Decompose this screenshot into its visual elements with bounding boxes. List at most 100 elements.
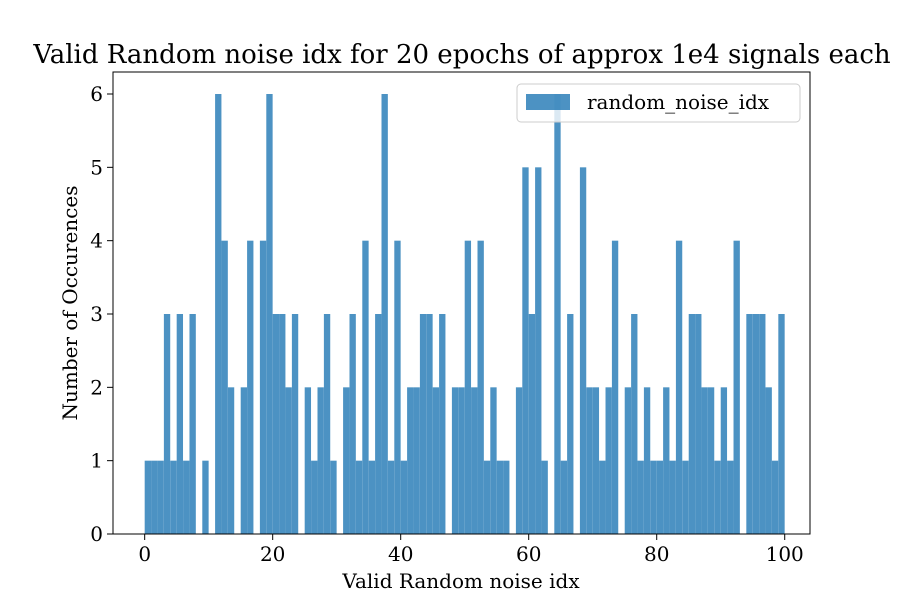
histogram-bar — [144, 460, 152, 534]
histogram-bar — [311, 460, 318, 534]
plot-frame — [112, 71, 811, 535]
histogram-bar — [215, 94, 222, 534]
histogram-bar — [727, 460, 734, 534]
histogram-bar — [637, 460, 644, 534]
x-tick-label: 0 — [138, 542, 151, 566]
histogram-bar — [656, 460, 664, 534]
histogram-bar — [407, 387, 414, 534]
histogram-bar — [605, 387, 612, 534]
histogram-bar — [381, 94, 388, 534]
histogram-bar — [279, 314, 286, 534]
y-tick-label: 1 — [90, 449, 103, 473]
histogram-bar — [765, 387, 772, 534]
histogram-bar — [170, 460, 177, 534]
histogram-bar — [304, 387, 312, 534]
histogram-bar — [599, 460, 606, 534]
histogram-bar — [541, 460, 548, 534]
histogram-bar — [163, 314, 171, 534]
histogram-bar — [464, 240, 472, 535]
histogram-bar — [579, 167, 587, 534]
legend-swatch — [526, 94, 570, 110]
histogram-bar — [368, 460, 376, 534]
histogram-bar — [496, 460, 504, 534]
histogram-bar — [515, 387, 523, 534]
histogram-bar — [778, 314, 785, 534]
x-axis-ticks: 0 20 40 60 80 100 — [138, 534, 804, 566]
legend: random_noise_idx — [516, 83, 801, 123]
bars-group — [144, 94, 785, 535]
histogram-bar — [746, 314, 753, 534]
histogram-bar — [759, 314, 766, 534]
histogram-bar — [567, 314, 574, 534]
x-tick-label: 40 — [388, 542, 413, 566]
histogram-bar — [522, 167, 529, 534]
histogram-bar — [528, 314, 536, 534]
histogram-bar — [483, 460, 491, 534]
histogram-bar — [330, 460, 337, 534]
y-tick-label: 2 — [90, 375, 103, 399]
y-tick-label: 3 — [90, 302, 103, 326]
histogram-bar — [151, 460, 158, 534]
y-tick-label: 6 — [90, 82, 103, 106]
histogram-bar — [707, 387, 715, 534]
histogram-bar — [349, 314, 356, 534]
histogram-bar — [688, 314, 696, 534]
histogram-bar — [343, 387, 350, 534]
histogram-bar — [323, 314, 331, 534]
histogram-bar — [432, 387, 440, 534]
histogram-bar — [701, 387, 708, 534]
histogram-bar — [221, 240, 228, 535]
histogram-bar — [611, 240, 619, 535]
histogram-bar — [503, 460, 510, 534]
histogram-bar — [458, 387, 465, 534]
y-tick-label: 5 — [90, 155, 103, 179]
histogram-bar — [560, 460, 568, 534]
histogram-bar — [419, 314, 427, 534]
histogram-bar — [387, 460, 395, 534]
y-axis-label: Number of Occurences — [58, 186, 82, 421]
histogram-bar — [317, 387, 324, 534]
y-tick-label: 0 — [90, 522, 103, 546]
histogram-bar — [451, 387, 459, 534]
chart-title: Valid Random noise idx for 20 epochs of … — [32, 40, 891, 70]
x-tick-label: 100 — [766, 542, 804, 566]
histogram-bar — [247, 240, 254, 535]
histogram-bar — [643, 387, 651, 534]
histogram-bar — [624, 387, 632, 534]
histogram-bar — [375, 314, 382, 534]
histogram-bar — [259, 240, 267, 535]
histogram-bar — [362, 240, 369, 535]
histogram-bar — [272, 314, 280, 534]
histogram-bar — [477, 240, 484, 535]
histogram-bar — [733, 240, 740, 535]
legend-frame — [516, 83, 801, 123]
histogram-bar — [650, 460, 657, 534]
histogram-bar — [227, 387, 235, 534]
histogram-bar — [266, 94, 273, 534]
histogram-bar — [554, 94, 561, 534]
histogram-bar — [413, 387, 420, 534]
histogram-bar — [471, 387, 478, 534]
histogram-bar — [675, 240, 683, 535]
histogram-bar — [586, 387, 593, 534]
histogram-bar — [176, 314, 184, 534]
histogram-bar — [426, 314, 433, 534]
histogram-bar — [202, 460, 209, 534]
histogram-bar — [183, 460, 190, 534]
x-tick-label: 20 — [260, 542, 285, 566]
x-axis-label: Valid Random noise idx — [341, 569, 580, 593]
histogram-bar — [663, 387, 670, 534]
histogram-bar — [394, 240, 401, 535]
histogram-bar — [355, 460, 363, 534]
legend-label: random_noise_idx — [587, 90, 770, 114]
histogram-bar — [592, 387, 600, 534]
histogram-bar — [669, 460, 676, 534]
y-axis-ticks: 0 1 2 3 4 5 6 — [90, 82, 113, 546]
histogram-bar — [291, 314, 299, 534]
histogram-bar — [157, 460, 164, 534]
histogram-bar — [490, 387, 497, 534]
x-tick-label: 80 — [644, 542, 669, 566]
histogram-bar — [439, 314, 446, 534]
histogram-bar — [631, 314, 638, 534]
